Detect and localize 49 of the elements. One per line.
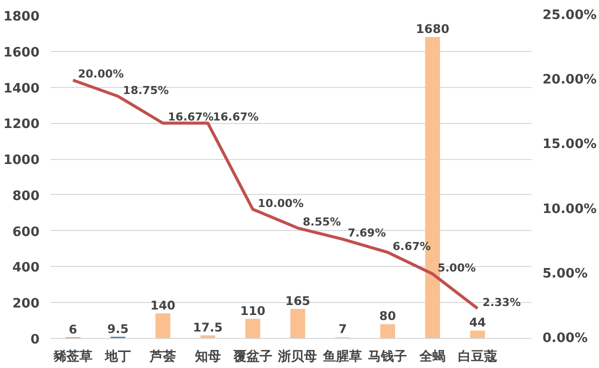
data-label: 140 <box>150 298 176 312</box>
x-tick-label: 浙贝母 <box>277 350 318 364</box>
y2-tick-label: 25.00% <box>542 8 597 23</box>
data-label: 17.5 <box>193 320 223 334</box>
x-tick-label: 马钱子 <box>368 350 408 364</box>
data-label: 18.75% <box>122 84 169 97</box>
y2-tick-label: 0.00% <box>542 331 588 346</box>
y2-tick-label: 5.00% <box>542 266 588 282</box>
y2-tick-label: 15.00% <box>542 137 597 152</box>
bar <box>290 308 306 338</box>
y-tick-label: 800 <box>12 188 40 204</box>
x-tick-label: 全蝎 <box>418 348 446 364</box>
x-tick-label: 豨莶草 <box>52 348 92 364</box>
data-label: 6 <box>68 322 78 336</box>
bar <box>155 313 170 338</box>
data-label: 7 <box>338 322 347 336</box>
y-tick-label: 400 <box>12 260 40 276</box>
y-tick-label: 600 <box>12 224 40 240</box>
y-tick-label: 1400 <box>3 81 40 96</box>
data-label: 80 <box>379 309 396 324</box>
data-label: 16.67% <box>168 110 214 124</box>
x-tick-label: 鱼腥草 <box>322 350 362 364</box>
y2-tick-label: 10.00% <box>542 202 597 217</box>
data-label: 1680 <box>416 22 450 36</box>
x-tick-label: 覆盆子 <box>232 348 272 364</box>
data-label: 8.55% <box>302 216 341 229</box>
data-label: 10.00% <box>258 196 304 210</box>
data-label: 110 <box>240 304 266 318</box>
x-tick-label: 地丁 <box>104 350 131 364</box>
data-label: 7.69% <box>348 226 386 240</box>
y-tick-label: 200 <box>12 296 40 312</box>
y-tick-label: 1600 <box>3 45 40 60</box>
data-label: 165 <box>285 294 310 308</box>
y-tick-label: 1200 <box>3 117 40 132</box>
y2-tick-label: 20.00% <box>542 72 597 88</box>
x-tick-label: 白豆蔻 <box>458 348 498 364</box>
data-label: 44 <box>469 316 486 330</box>
y-tick-label: 1000 <box>3 153 40 168</box>
data-label: 16.67% <box>212 110 259 124</box>
bar <box>380 324 396 338</box>
y-tick-label: 1800 <box>3 10 40 24</box>
data-label: 2.33% <box>482 296 521 309</box>
data-label: 20.00% <box>78 68 124 81</box>
x-tick-label: 芦荟 <box>148 350 176 364</box>
data-label: 9.5 <box>107 322 129 336</box>
bar <box>470 330 485 338</box>
x-tick-label: 知母 <box>194 350 221 364</box>
bar <box>245 318 260 338</box>
y-tick-label: 0 <box>30 332 40 348</box>
